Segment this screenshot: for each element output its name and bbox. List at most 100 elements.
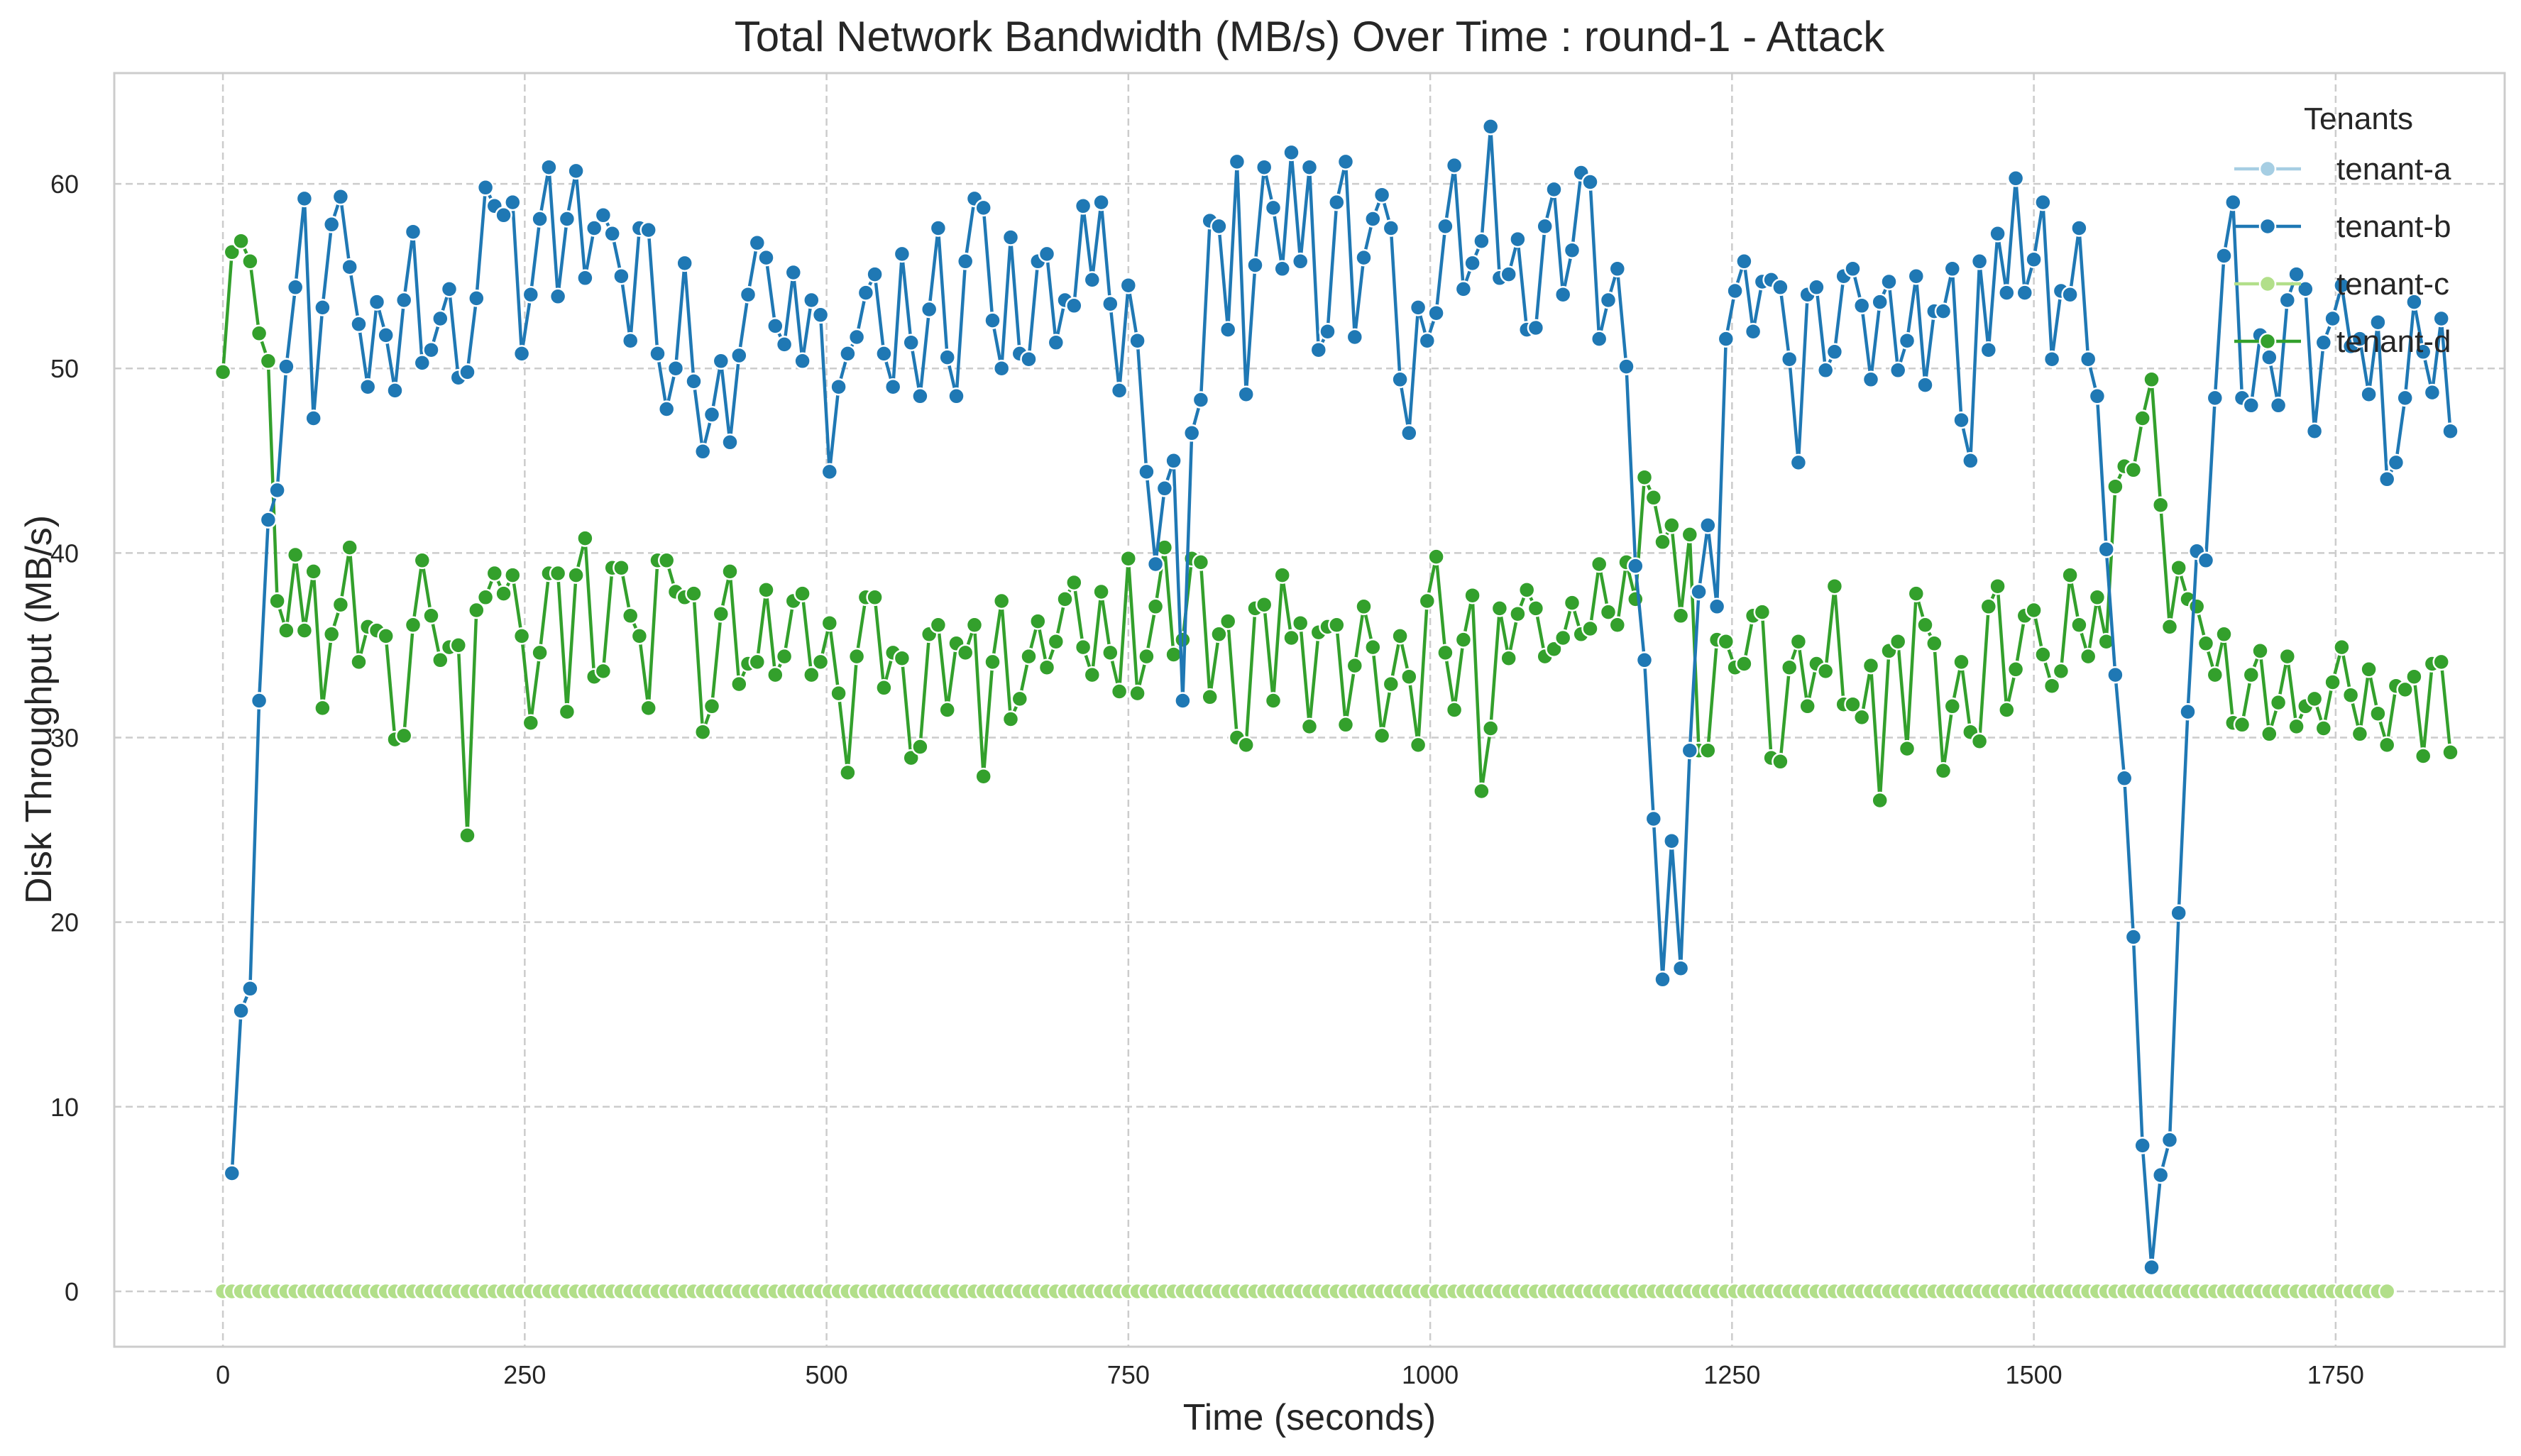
- data-point-tenant-b: [902, 333, 920, 352]
- data-point-tenant-d: [984, 653, 1001, 671]
- data-point-tenant-b: [666, 359, 685, 377]
- data-point-tenant-d: [1681, 526, 1699, 544]
- data-point-tenant-d: [1852, 708, 1871, 727]
- data-point-tenant-b: [2261, 348, 2278, 366]
- data-point-tenant-d: [2160, 618, 2179, 636]
- data-point-tenant-b: [512, 345, 531, 363]
- chart-title: Total Network Bandwidth (MB/s) Over Time…: [735, 13, 1886, 60]
- data-point-tenant-b: [1509, 230, 1527, 248]
- data-point-tenant-b: [1074, 197, 1092, 215]
- data-point-tenant-d: [1165, 646, 1182, 663]
- data-point-tenant-d: [2442, 744, 2459, 761]
- data-point-tenant-d: [685, 585, 703, 602]
- data-point-tenant-b: [1880, 272, 1898, 291]
- data-point-tenant-d: [748, 653, 767, 671]
- y-axis-label: Disk Throughput (MB/s): [18, 515, 60, 904]
- data-point-tenant-b: [1454, 280, 1473, 298]
- data-point-tenant-d: [775, 647, 793, 666]
- data-point-tenant-d: [1038, 658, 1056, 676]
- data-point-tenant-d: [468, 601, 485, 619]
- data-point-tenant-b: [984, 311, 1001, 329]
- data-point-tenant-b: [576, 269, 594, 287]
- x-tick-label: 750: [1107, 1360, 1150, 1389]
- data-point-tenant-b: [1264, 199, 1283, 217]
- data-point-tenant-b: [839, 345, 857, 363]
- data-point-tenant-d: [567, 566, 585, 584]
- data-point-tenant-d: [902, 749, 920, 767]
- data-point-tenant-d: [432, 651, 449, 669]
- data-point-tenant-b: [241, 980, 259, 998]
- data-point-tenant-b: [956, 253, 974, 270]
- data-point-tenant-b: [847, 328, 866, 346]
- data-point-tenant-b: [476, 179, 495, 197]
- data-point-tenant-b: [2143, 1258, 2160, 1276]
- data-point-tenant-d: [1871, 791, 1889, 810]
- data-point-tenant-d: [1454, 631, 1473, 649]
- data-point-tenant-d: [241, 253, 259, 270]
- data-point-tenant-b: [368, 293, 386, 311]
- data-point-tenant-b: [1409, 299, 1427, 316]
- data-point-tenant-d: [232, 232, 250, 250]
- data-point-tenant-b: [2351, 330, 2369, 348]
- data-point-tenant-d: [956, 644, 974, 662]
- data-point-tenant-d: [576, 529, 594, 547]
- data-point-tenant-b: [1536, 217, 1554, 236]
- data-point-tenant-b: [1735, 253, 1753, 270]
- data-point-tenant-b: [468, 289, 485, 307]
- x-tick-label: 250: [503, 1360, 546, 1389]
- data-point-tenant-b: [2215, 247, 2233, 265]
- data-point-tenant-d: [1934, 762, 1952, 780]
- data-point-tenant-d: [1699, 741, 1717, 759]
- data-point-tenant-b: [1192, 391, 1210, 409]
- data-point-tenant-d: [1237, 736, 1255, 754]
- data-point-tenant-d: [1635, 468, 1654, 486]
- data-point-tenant-b: [811, 306, 830, 324]
- legend-marker-tenant-c: [2258, 275, 2277, 293]
- data-point-tenant-d: [1581, 619, 1599, 638]
- data-point-tenant-d: [1336, 716, 1355, 734]
- data-point-tenant-b: [2405, 293, 2423, 311]
- data-point-tenant-d: [1898, 739, 1916, 758]
- data-point-tenant-b: [358, 377, 377, 396]
- data-point-tenant-d: [1192, 553, 1210, 571]
- data-point-tenant-d: [2233, 716, 2251, 734]
- data-point-tenant-b: [1970, 253, 1989, 270]
- data-point-tenant-b: [1273, 260, 1291, 278]
- data-point-tenant-b: [830, 377, 847, 396]
- data-point-tenant-d: [2206, 666, 2224, 684]
- data-point-tenant-d: [2324, 673, 2341, 691]
- data-point-tenant-b: [295, 189, 314, 208]
- data-point-tenant-b: [2242, 397, 2261, 414]
- data-point-tenant-d: [621, 607, 639, 625]
- data-point-tenant-b: [2224, 193, 2242, 211]
- data-point-tenant-d: [1862, 656, 1880, 675]
- data-point-tenant-d: [1926, 634, 1943, 653]
- data-point-tenant-d: [2341, 686, 2360, 704]
- data-point-tenant-b: [1599, 291, 1617, 309]
- data-point-tenant-b: [1437, 217, 1454, 236]
- data-point-tenant-b: [1473, 232, 1490, 250]
- data-point-tenant-d: [214, 363, 232, 381]
- data-point-tenant-b: [2387, 453, 2405, 472]
- data-point-tenant-b: [748, 234, 767, 252]
- data-point-tenant-b: [1772, 278, 1789, 297]
- data-point-tenant-b: [676, 254, 693, 272]
- data-point-tenant-b: [1907, 267, 1926, 285]
- data-point-tenant-b: [1155, 480, 1174, 497]
- data-point-tenant-d: [1889, 632, 1907, 651]
- data-point-tenant-b: [278, 358, 295, 375]
- data-point-tenant-b: [1554, 285, 1572, 304]
- data-point-tenant-b: [2107, 666, 2124, 684]
- data-point-tenant-d: [1916, 616, 1934, 634]
- x-axis-label: Time (seconds): [1183, 1397, 1436, 1438]
- x-tick-label: 500: [806, 1360, 848, 1389]
- y-tick-label: 20: [50, 908, 79, 937]
- data-point-tenant-d: [2261, 725, 2278, 743]
- data-point-tenant-b: [2360, 385, 2378, 403]
- data-point-tenant-d: [531, 644, 549, 662]
- data-point-tenant-b: [504, 193, 522, 211]
- legend-label-tenant-a: tenant-a: [2336, 152, 2451, 187]
- data-point-tenant-d: [2251, 642, 2269, 660]
- data-point-tenant-d: [1128, 684, 1146, 702]
- data-point-tenant-b: [739, 285, 757, 304]
